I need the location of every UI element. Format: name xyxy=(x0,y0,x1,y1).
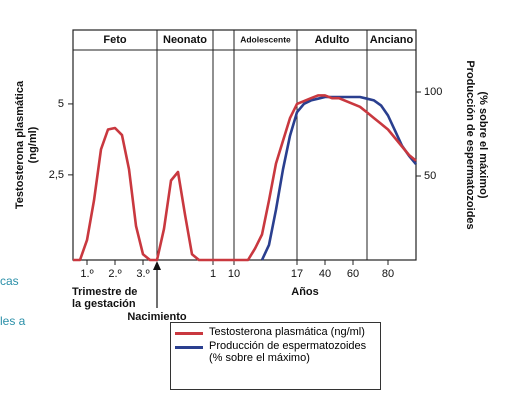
x-tick-label: 80 xyxy=(382,268,394,280)
annotation: Trimestre de xyxy=(72,286,137,298)
x-tick-label: 3.º xyxy=(136,268,149,280)
y2-axis-label: Producción de espermatozoides xyxy=(464,60,476,229)
series-line xyxy=(260,95,417,261)
y-axis-label: (ng/ml) xyxy=(27,126,39,163)
stage-label: Adulto xyxy=(315,34,350,46)
series-line xyxy=(73,94,417,262)
page-fragment: les a xyxy=(0,314,26,328)
x-tick-label: 60 xyxy=(347,268,359,280)
x-tick-label: 1.º xyxy=(80,268,93,280)
stage-label: Neonato xyxy=(163,34,207,46)
x-tick-label: 40 xyxy=(319,268,331,280)
y-tick-label: 5 xyxy=(58,98,64,110)
page-fragment: cas xyxy=(0,274,19,288)
legend-item: Producción de espermatozoides (% sobre e… xyxy=(175,340,376,364)
y2-axis-label: (% sobre el máximo) xyxy=(477,92,489,199)
x-tick-label: 10 xyxy=(228,268,240,280)
x-axis-label: Años xyxy=(291,286,319,298)
y2-tick-label: 100 xyxy=(424,86,442,98)
x-tick-label: 1 xyxy=(210,268,216,280)
y-tick-label: 2,5 xyxy=(49,169,64,181)
annotation: Nacimiento xyxy=(127,311,187,323)
legend-swatch xyxy=(175,346,203,349)
y-axis-label: Testosterona plasmática xyxy=(14,80,26,209)
legend-label: Producción de espermatozoides (% sobre e… xyxy=(209,340,367,364)
stage-label: Adolescente xyxy=(240,34,291,44)
y2-tick-label: 50 xyxy=(424,170,436,182)
birth-arrowhead xyxy=(153,261,161,270)
legend-label: Testosterona plasmática (ng/ml) xyxy=(209,326,365,338)
legend-item: Testosterona plasmática (ng/ml) xyxy=(175,326,376,338)
legend: Testosterona plasmática (ng/ml) Producció… xyxy=(170,322,381,390)
stage-label: Feto xyxy=(103,34,127,46)
annotation: la gestación xyxy=(72,298,136,310)
x-tick-label: 2.º xyxy=(108,268,121,280)
stage-label: Anciano xyxy=(370,34,414,46)
x-tick-label: 17 xyxy=(291,268,303,280)
legend-swatch xyxy=(175,332,203,335)
